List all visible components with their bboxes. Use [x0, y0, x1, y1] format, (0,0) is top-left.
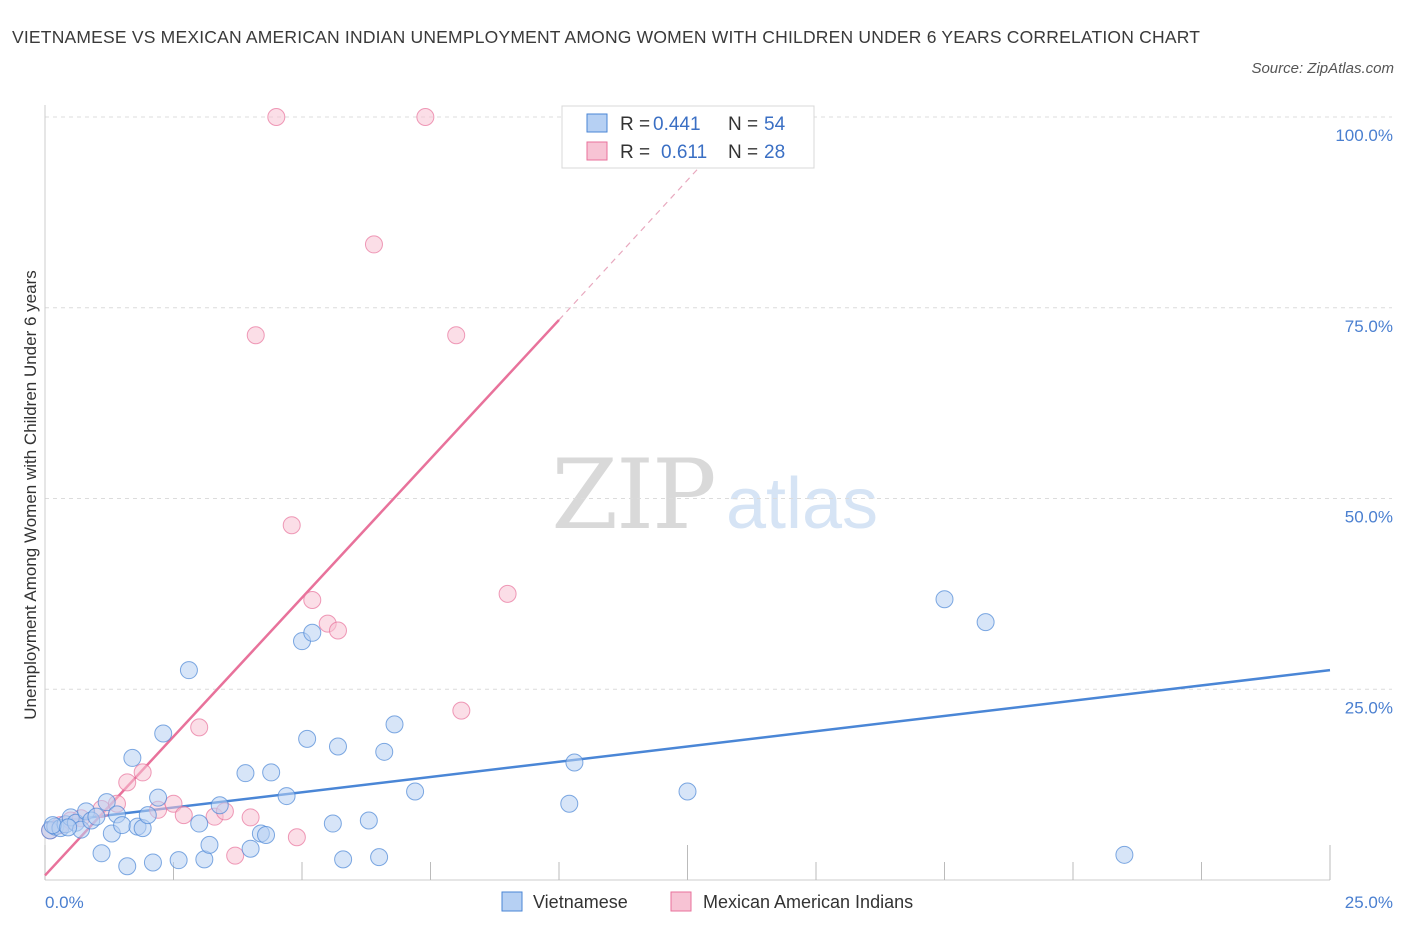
- stats-legend: R = 0.441 N = 54 R = 0.611 N = 28: [561, 105, 815, 169]
- x-tick-label: 25.0%: [1345, 893, 1393, 912]
- series-legend-swatch-vietnamese: [501, 891, 523, 912]
- legend-n-value-mexican: 28: [764, 142, 785, 163]
- point-vietnamese: [87, 807, 106, 826]
- point-vietnamese: [334, 850, 353, 869]
- grid: [45, 116, 1392, 690]
- point-vietnamese: [97, 793, 116, 812]
- point-vietnamese: [370, 848, 389, 867]
- series-legend: Vietnamese Mexican American Indians: [501, 891, 913, 912]
- point-vietnamese: [59, 818, 78, 837]
- point-vietnamese: [154, 724, 173, 743]
- y-tick-label: 75.0%: [1345, 317, 1393, 336]
- point-vietnamese: [406, 782, 425, 801]
- point-vietnamese: [328, 737, 347, 756]
- point-mexican: [174, 806, 193, 825]
- point-vietnamese: [678, 782, 697, 801]
- point-mexican: [267, 108, 286, 126]
- point-mexican: [226, 846, 245, 865]
- legend-n-label: N =: [728, 114, 758, 135]
- y-axis-label: Unemployment Among Women with Children U…: [21, 270, 40, 719]
- x-tick-label: 0.0%: [45, 893, 84, 912]
- point-mexican: [190, 718, 209, 737]
- point-vietnamese: [169, 851, 188, 870]
- tick-labels: 0.0% 25.0% 25.0% 50.0% 75.0% 100.0%: [45, 126, 1393, 912]
- point-vietnamese: [298, 729, 317, 748]
- point-vietnamese: [143, 853, 162, 872]
- legend-r-label: R =: [620, 114, 650, 135]
- point-vietnamese: [359, 811, 378, 830]
- legend-n-label: N =: [728, 142, 758, 163]
- watermark: ZIP atlas: [551, 439, 878, 551]
- point-vietnamese: [210, 796, 229, 815]
- point-mexican: [118, 773, 137, 792]
- point-vietnamese: [262, 763, 281, 782]
- point-vietnamese: [123, 748, 142, 767]
- point-vietnamese: [241, 839, 260, 858]
- point-vietnamese: [200, 835, 219, 854]
- point-vietnamese: [257, 825, 276, 844]
- point-mexican: [164, 794, 183, 813]
- point-vietnamese: [375, 742, 394, 761]
- trend-line-vietnamese: [44, 668, 1331, 825]
- y-tick-label: 25.0%: [1345, 698, 1393, 717]
- series-legend-vietnamese: Vietnamese: [533, 892, 628, 912]
- point-mexican: [364, 235, 383, 254]
- point-vietnamese: [385, 715, 404, 734]
- point-vietnamese: [277, 787, 296, 806]
- point-vietnamese: [43, 816, 62, 835]
- point-mexican: [416, 108, 435, 126]
- y-tick-label: 100.0%: [1335, 126, 1393, 145]
- watermark-zip: ZIP: [551, 439, 714, 551]
- point-vietnamese: [118, 857, 137, 876]
- point-vietnamese: [303, 623, 322, 642]
- point-vietnamese: [323, 814, 342, 833]
- point-mexican: [241, 808, 260, 827]
- point-mexican: [246, 326, 265, 345]
- point-mexican: [452, 701, 471, 720]
- legend-r-value-mexican: 0.611: [661, 142, 707, 163]
- point-vietnamese: [138, 806, 157, 825]
- series-legend-swatch-mexican: [670, 891, 692, 912]
- legend-swatch-mexican: [586, 141, 608, 161]
- point-vietnamese: [935, 590, 954, 609]
- chart-source: Source: ZipAtlas.com: [1251, 60, 1394, 77]
- legend-r-label: R =: [620, 142, 650, 163]
- point-vietnamese: [92, 844, 111, 863]
- point-vietnamese: [1115, 845, 1134, 864]
- point-vietnamese: [560, 794, 579, 813]
- point-vietnamese: [236, 764, 255, 783]
- trend-line-mexican-extension: [558, 151, 714, 321]
- point-vietnamese: [179, 661, 198, 680]
- series-legend-mexican: Mexican American Indians: [703, 892, 913, 912]
- legend-swatch-vietnamese: [586, 113, 608, 133]
- y-tick-label: 50.0%: [1345, 508, 1393, 527]
- point-vietnamese: [113, 816, 132, 835]
- point-vietnamese: [149, 788, 168, 807]
- data-points: [41, 108, 1134, 876]
- chart-title: VIETNAMESE VS MEXICAN AMERICAN INDIAN UN…: [12, 27, 1201, 47]
- point-mexican: [287, 828, 306, 847]
- watermark-atlas: atlas: [726, 464, 878, 544]
- point-mexican: [303, 590, 322, 609]
- point-mexican: [133, 763, 152, 782]
- point-vietnamese: [190, 814, 209, 833]
- point-mexican: [328, 621, 347, 640]
- point-mexican: [447, 326, 466, 345]
- legend-r-value-vietnamese: 0.441: [653, 114, 701, 135]
- point-mexican: [498, 584, 517, 603]
- point-vietnamese: [565, 753, 584, 772]
- point-mexican: [282, 516, 301, 535]
- point-vietnamese: [976, 613, 995, 632]
- legend-n-value-vietnamese: 54: [764, 114, 786, 135]
